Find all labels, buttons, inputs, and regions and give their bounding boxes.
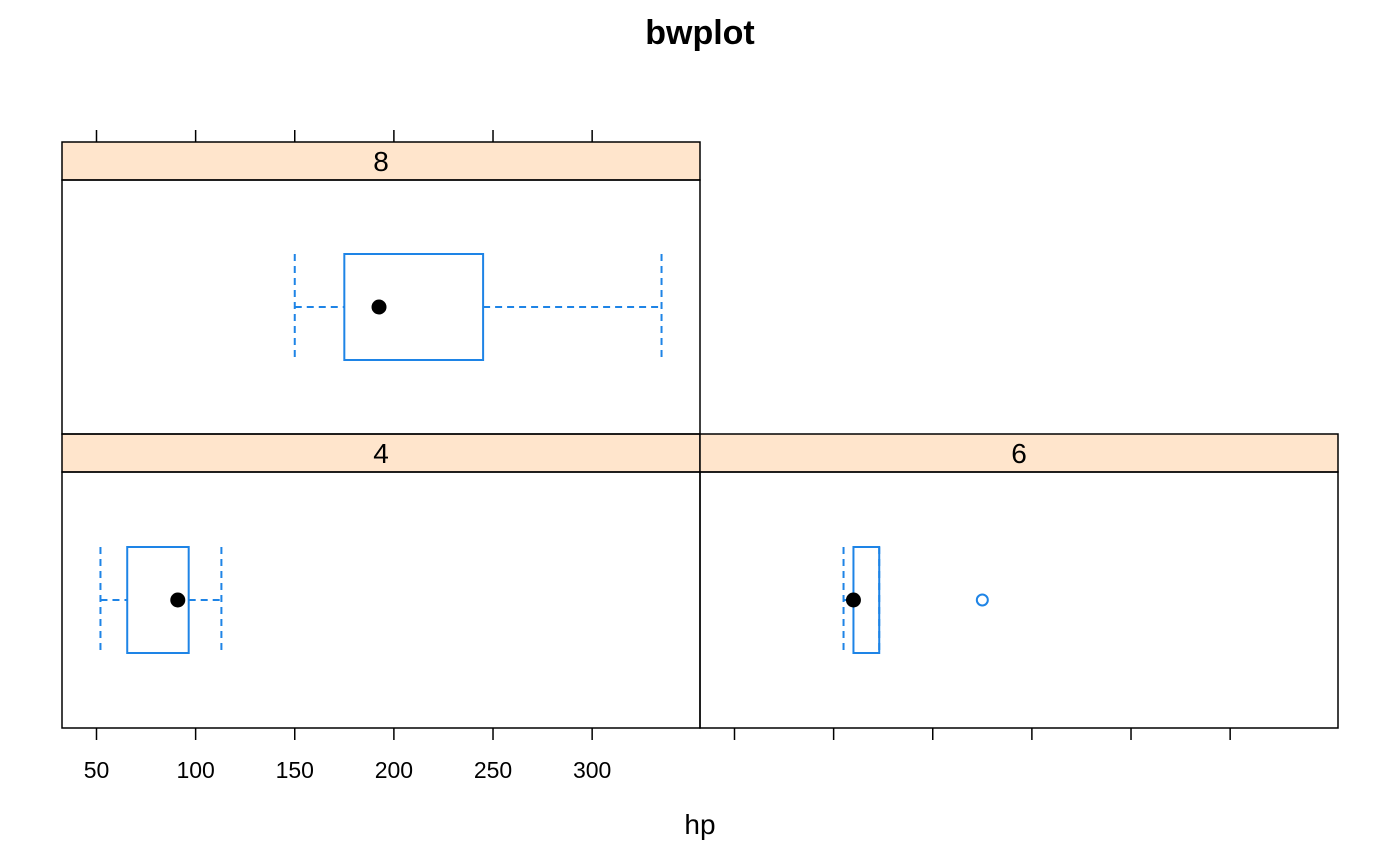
panel-frame-8 [61, 179, 701, 435]
box-8 [343, 253, 485, 361]
panel-4: 4 [61, 433, 701, 729]
strip-label-8: 8 [373, 146, 389, 177]
tick-label-50: 50 [84, 757, 110, 783]
panel-6: 6 [699, 433, 1339, 729]
strip-4 [61, 433, 701, 473]
chart-title: bwplot [645, 14, 755, 52]
tick-label-250: 250 [474, 757, 512, 783]
x-axis-label: hp [684, 809, 715, 840]
panel-frame-4 [61, 471, 701, 729]
strip-label-6: 6 [1011, 438, 1027, 469]
tick-label-200: 200 [375, 757, 413, 783]
median-dot-6 [845, 592, 861, 608]
axes-layer: 50 100 150 200 250 300 [84, 130, 1231, 783]
panel-8: 8 [61, 141, 701, 435]
outlier-6-0 [975, 593, 989, 607]
tick-label-150: 150 [276, 757, 314, 783]
tick-label-100: 100 [176, 757, 214, 783]
strip-label-4: 4 [373, 438, 389, 469]
tick-label-300: 300 [573, 757, 611, 783]
box-4 [126, 546, 190, 654]
panels-layer: 4 6 8 [61, 141, 1339, 729]
median-dot-8 [371, 299, 387, 315]
median-dot-4 [170, 592, 186, 608]
panel-frame-6 [699, 471, 1339, 729]
